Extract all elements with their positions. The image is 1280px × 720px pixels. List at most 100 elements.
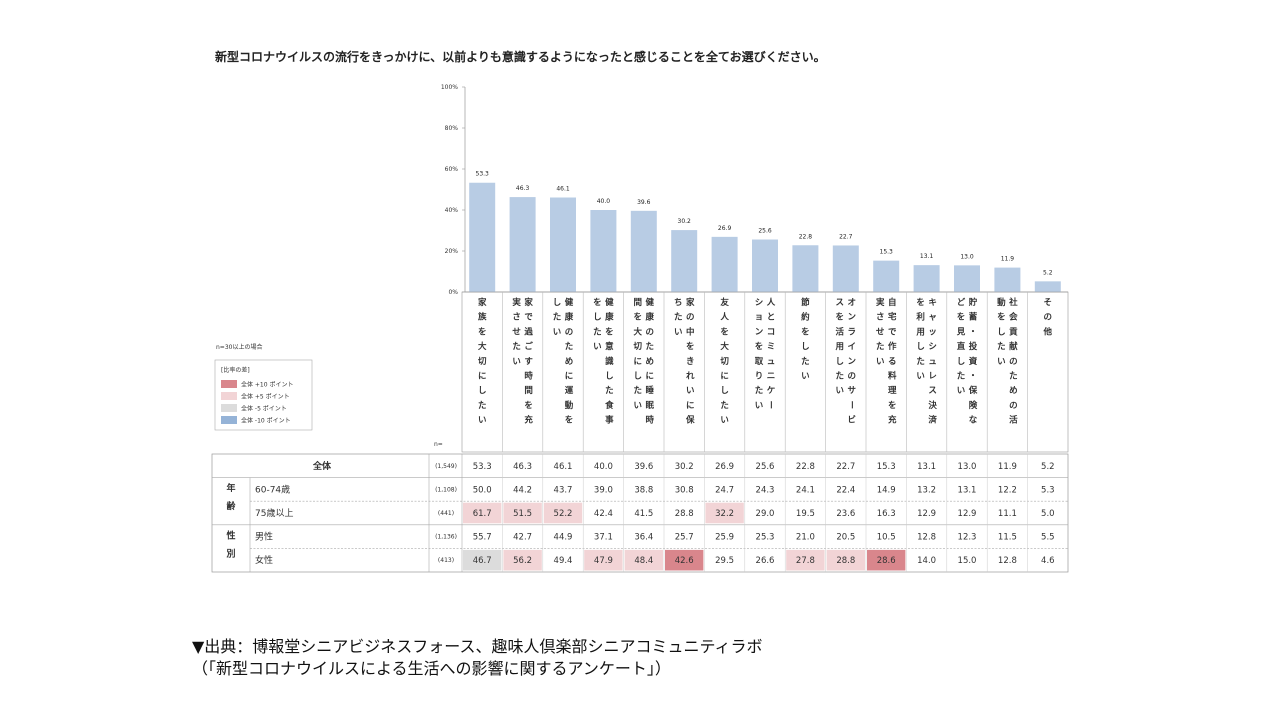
category-label-char: オ <box>848 298 857 308</box>
category-label-char: に <box>646 372 655 382</box>
category-label-char: 実 <box>876 297 885 308</box>
table-cell: 5.3 <box>1041 485 1055 495</box>
n-label: n= <box>434 441 443 448</box>
highlight-cell <box>503 502 542 524</box>
row-label: 男性 <box>255 531 273 543</box>
category-label-char: 間 <box>634 298 643 308</box>
category-label-char: た <box>553 312 562 323</box>
table-cell: 44.9 <box>554 533 573 543</box>
category-label-char: 決 <box>928 400 937 411</box>
category-label-char: ッ <box>928 327 937 337</box>
table-cell: 39.0 <box>594 485 613 495</box>
category-label-char: た <box>593 326 602 337</box>
table-cell: 51.5 <box>513 509 532 519</box>
category-label-char: し <box>605 372 614 382</box>
bar-value-label: 30.2 <box>678 218 692 225</box>
category-label-char: 取 <box>755 357 764 367</box>
table-cell: 12.8 <box>917 533 936 543</box>
category-label-char: 健 <box>646 297 655 308</box>
category-label-char: 家 <box>478 297 487 308</box>
category-label-char: ン <box>848 357 857 367</box>
table-cell: 32.2 <box>715 509 734 519</box>
group-label-char: 年 <box>226 482 235 494</box>
category-label-char: 人 <box>720 312 729 323</box>
y-tick-label: 40% <box>445 207 459 214</box>
table-n-cell: (413) <box>438 557 454 564</box>
table-cell: 50.0 <box>473 485 492 495</box>
category-label-char: ど <box>957 297 966 308</box>
table-cell: 39.6 <box>634 462 653 472</box>
table-cell: 25.3 <box>756 533 775 543</box>
bar-value-label: 15.3 <box>880 249 894 256</box>
category-label-char: た <box>836 371 845 382</box>
table-cell: 12.3 <box>958 533 977 543</box>
table-cell: 46.7 <box>473 556 492 566</box>
category-label-char: 直 <box>957 341 966 352</box>
category-label-char: 用 <box>915 327 925 337</box>
table-cell: 52.2 <box>554 509 573 519</box>
legend-title: [比率の差] <box>221 366 250 374</box>
bar <box>752 239 778 292</box>
table-cell: 14.9 <box>877 485 896 495</box>
category-label-char: と <box>767 313 776 323</box>
category-label-char: い <box>553 327 562 337</box>
category-label-char: 険 <box>969 400 978 411</box>
category-label-char: 活 <box>1009 415 1018 426</box>
legend-swatch <box>221 404 237 412</box>
category-label-char: 健 <box>605 297 614 308</box>
category-label-char: 時 <box>524 371 533 382</box>
bar <box>469 182 496 292</box>
bar-value-label: 13.1 <box>920 253 934 260</box>
category-label-char: の <box>565 327 574 337</box>
category-label-char: し <box>553 298 562 308</box>
category-label-char: 康 <box>646 312 655 323</box>
category-label-char: の <box>1009 357 1018 367</box>
y-tick-label: 0% <box>448 289 458 296</box>
bar <box>994 267 1021 292</box>
category-label-char: た <box>634 385 643 396</box>
category-label-char: め <box>565 357 574 367</box>
category-label-char: い <box>634 401 643 411</box>
category-label-char: し <box>801 342 810 352</box>
category-label-char: ・ <box>969 372 978 382</box>
category-label-char: を <box>478 327 487 337</box>
category-label-char: ャ <box>928 313 937 323</box>
category-label-char: し <box>916 342 925 352</box>
table-cell: 30.8 <box>675 485 694 495</box>
category-label-char: ス <box>928 386 937 396</box>
category-label-char: た <box>876 341 885 352</box>
highlight-cell <box>503 549 542 571</box>
table-cell: 42.6 <box>675 556 694 566</box>
category-label-char: 活 <box>836 326 845 337</box>
table-cell: 24.3 <box>756 485 775 495</box>
table-cell: 26.6 <box>756 556 775 566</box>
highlight-cell <box>463 502 502 524</box>
row-label: 全体 <box>312 460 332 472</box>
category-label-char: し <box>478 386 487 396</box>
category-label-char: シ <box>928 342 937 352</box>
table-cell: 56.2 <box>513 556 532 566</box>
bar <box>913 265 940 292</box>
source-line-2: （「新型コロナウイルスによる生活への影響に関するアンケート」） <box>192 659 671 678</box>
category-label-char: い <box>836 386 845 396</box>
table-cell: 4.6 <box>1041 556 1055 566</box>
category-label-char: を <box>720 327 729 337</box>
bar-value-label: 40.0 <box>597 198 611 205</box>
legend-swatch <box>221 416 237 424</box>
category-label-char: 康 <box>605 312 614 323</box>
highlight-cell <box>665 549 704 571</box>
legend-label: 全体 +5 ポイント <box>241 393 290 401</box>
category-label-char: た <box>674 312 683 323</box>
category-label-char: 意 <box>605 341 614 352</box>
category-label-char: い <box>674 327 683 337</box>
category-label-char: を <box>755 342 764 352</box>
category-label-char: 作 <box>888 341 897 352</box>
legend-label: 全体 -10 ポイント <box>241 417 291 425</box>
table-cell: 42.7 <box>513 533 532 543</box>
table-cell: 43.7 <box>554 485 573 495</box>
legend-label: 全体 -5 ポイント <box>241 405 287 413</box>
table-cell: 13.0 <box>958 462 977 472</box>
category-label-char: 約 <box>801 312 810 323</box>
category-label-char: 自 <box>888 297 897 308</box>
